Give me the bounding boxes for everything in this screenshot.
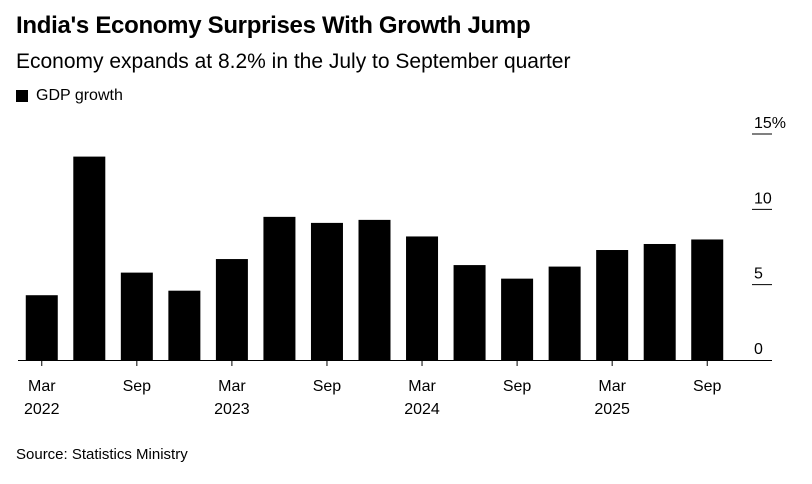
x-tick-label: Sep: [503, 378, 532, 395]
y-tick-label: 0: [754, 341, 763, 358]
x-tick-year-label: 2024: [404, 401, 440, 418]
y-tick-label: 15%: [754, 115, 786, 132]
bar-gdp-growth: [691, 239, 724, 360]
bar-gdp-growth: [358, 219, 391, 360]
chart-subtitle: Economy expands at 8.2% in the July to S…: [16, 50, 571, 73]
bar-gdp-growth: [310, 222, 343, 360]
x-tick-label: Mar: [28, 378, 56, 395]
bar-gdp-growth: [168, 290, 201, 360]
x-tick-year-label: 2022: [24, 401, 60, 418]
bar-gdp-growth: [453, 265, 486, 360]
x-tick-label: Sep: [123, 378, 152, 395]
bar-gdp-growth: [25, 295, 58, 360]
chart-title: India's Economy Surprises With Growth Ju…: [16, 12, 531, 39]
bar-gdp-growth: [406, 236, 439, 360]
y-tick-label: 10: [754, 190, 772, 207]
x-tick-label: Mar: [218, 378, 246, 395]
legend-label: GDP growth: [36, 87, 123, 104]
bar-gdp-growth: [263, 216, 296, 360]
x-tick-label: Sep: [313, 378, 342, 395]
legend-swatch: [16, 90, 28, 102]
bar-gdp-growth: [548, 266, 581, 360]
x-tick-year-label: 2025: [594, 401, 630, 418]
x-tick-year-label: 2023: [214, 401, 250, 418]
bar-gdp-growth: [643, 243, 676, 360]
legend: GDP growth: [16, 87, 123, 105]
y-tick-label: 5: [754, 266, 763, 283]
x-tick-label: Sep: [693, 378, 722, 395]
bar-gdp-growth: [120, 272, 153, 360]
bar-gdp-growth: [73, 156, 106, 360]
source-note: Source: Statistics Ministry: [16, 446, 188, 463]
x-tick-label: Mar: [408, 378, 436, 395]
x-tick-label: Mar: [598, 378, 626, 395]
bar-gdp-growth: [596, 250, 629, 360]
bar-gdp-growth: [501, 278, 534, 360]
bar-gdp-growth: [215, 259, 248, 360]
